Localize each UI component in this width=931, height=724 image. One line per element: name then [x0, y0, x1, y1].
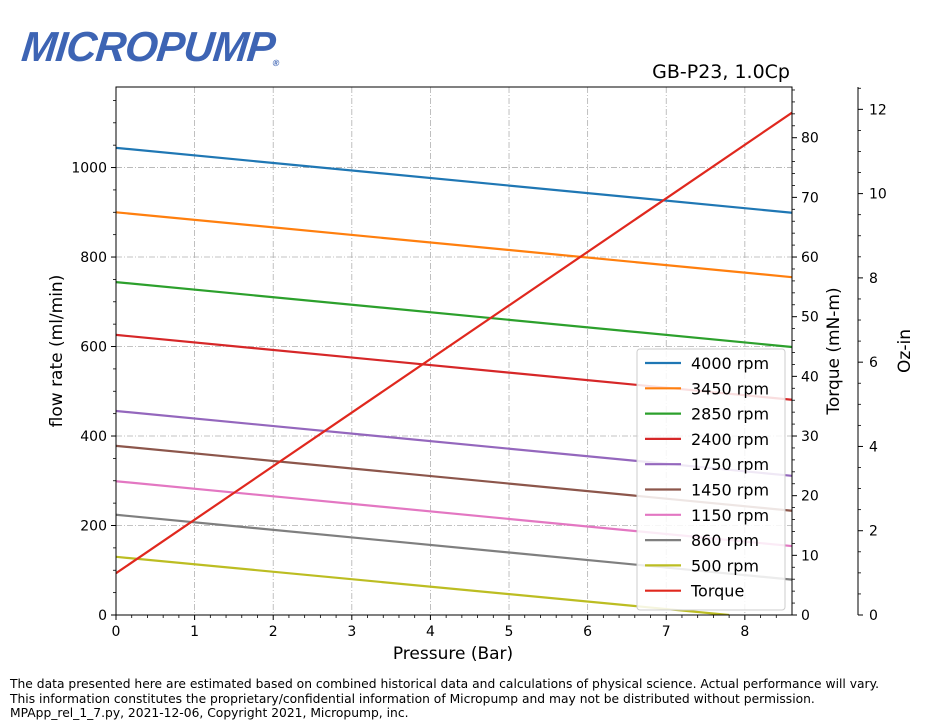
- x-tick-label: 8: [740, 624, 749, 640]
- ozin-tick-label: 2: [869, 524, 878, 540]
- torque-tick-label: 60: [801, 250, 819, 266]
- torque-tick-label: 80: [801, 131, 819, 147]
- torque-tick-label: 40: [801, 369, 819, 385]
- ozin-tick-label: 4: [869, 439, 878, 455]
- ozin-axis-label: Oz-in: [895, 329, 915, 373]
- x-tick-label: 3: [347, 624, 356, 640]
- performance-chart: 0 1 2 3 4 5 6 7 80200400600800100001020304050607…: [47, 61, 915, 664]
- legend-label: 1750 rpm: [691, 455, 769, 474]
- y-tick-label: 800: [80, 250, 107, 266]
- legend: 4000 rpm 3450 rpm 2850 rpm 2400 rpm 1750 rpm…: [636, 348, 786, 611]
- plot-frame: [115, 86, 793, 616]
- y-tick-label: 600: [80, 340, 107, 356]
- torque-tick-label: 0: [801, 608, 810, 624]
- ozin-tick-label: 6: [869, 355, 878, 371]
- legend-label: 1450 rpm: [691, 481, 769, 500]
- x-axis-label: Pressure (Bar): [393, 644, 513, 664]
- axes: 0 1 2 3 4 5 6 7 80200400600800100001020304050607…: [71, 86, 887, 640]
- legend-label: 2850 rpm: [691, 405, 769, 424]
- x-tick-label: 6: [583, 624, 592, 640]
- legend-label: 4000 rpm: [691, 354, 769, 373]
- ozin-tick-label: 0: [869, 608, 878, 624]
- x-tick-label: 7: [662, 624, 671, 640]
- ozin-tick-label: 10: [869, 187, 887, 203]
- disclaimer-line-1: The data presented here are estimated ba…: [10, 677, 880, 691]
- series-line-2850-rpm: [116, 280, 792, 349]
- x-tick-label: 1: [190, 624, 199, 640]
- y-tick-label: 200: [80, 519, 107, 535]
- torque-tick-label: 70: [801, 190, 819, 206]
- ozin-tick-label: 8: [869, 271, 878, 287]
- legend-label: 1150 rpm: [691, 506, 769, 525]
- series-lines: [116, 111, 792, 615]
- torque-tick-label: 50: [801, 310, 819, 326]
- y-axis-label: flow rate (ml/min): [47, 275, 67, 428]
- torque-tick-label: 30: [801, 429, 819, 445]
- torque-tick-label: 20: [801, 489, 819, 505]
- ozin-tick-label: 12: [869, 102, 887, 118]
- y-tick-label: 1000: [71, 161, 107, 177]
- torque-axis-label: Torque (mN-m): [824, 287, 844, 415]
- legend-label: 860 rpm: [691, 531, 759, 550]
- series-line-500-rpm: [116, 555, 730, 615]
- series-line-torque: [116, 111, 792, 575]
- torque-tick-label: 10: [801, 548, 819, 564]
- y-tick-label: 400: [80, 429, 107, 445]
- series-line-4000-rpm: [116, 146, 792, 214]
- disclaimer-line-2: This information constitutes the proprie…: [10, 692, 815, 706]
- x-tick-label: 5: [505, 624, 514, 640]
- x-tick-label: 2: [269, 624, 278, 640]
- legend-label: 2400 rpm: [691, 430, 769, 449]
- copyright-line: MPApp_rel_1_7.py, 2021-12-06, Copyright …: [10, 706, 409, 720]
- x-tick-label: 4: [426, 624, 435, 640]
- series-line-3450-rpm: [116, 211, 792, 279]
- legend-label: 3450 rpm: [691, 379, 769, 398]
- legend-label: Torque: [690, 582, 744, 601]
- x-tick-label: 0: [112, 624, 121, 640]
- y-tick-label: 0: [98, 608, 107, 624]
- legend-label: 500 rpm: [691, 556, 759, 575]
- chart-title: GB-P23, 1.0Cp: [652, 61, 790, 83]
